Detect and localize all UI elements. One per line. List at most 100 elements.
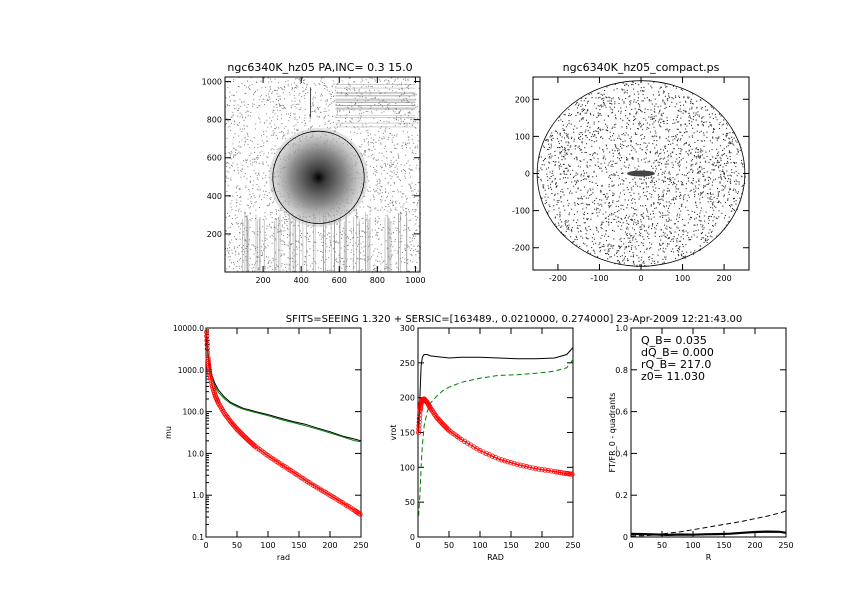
right-image-speckle xyxy=(605,221,607,223)
right-image-speckle xyxy=(688,239,690,241)
left-image-speckle xyxy=(294,117,296,119)
right-image-speckle xyxy=(695,230,697,232)
right-image-speckle xyxy=(644,230,646,232)
left-image-speckle xyxy=(312,104,314,106)
left-image-speckle xyxy=(357,245,358,247)
right-image-speckle xyxy=(554,130,556,132)
left-image-speckle xyxy=(269,117,271,119)
left-image-speckle xyxy=(304,117,306,119)
right-image-speckle xyxy=(624,231,626,233)
left-image-speckle xyxy=(233,100,235,102)
left-image-speckle xyxy=(298,94,300,96)
left-image-speckle xyxy=(328,232,330,234)
right-image-speckle xyxy=(663,157,665,159)
left-image-speckle xyxy=(346,86,348,88)
right-image-speckle xyxy=(546,176,548,178)
left-image-speckle xyxy=(271,81,273,83)
right-image-speckle xyxy=(699,198,701,200)
left-image-speckle xyxy=(383,260,384,262)
right-image-speckle xyxy=(679,131,681,133)
right-image-speckle xyxy=(728,142,730,144)
right-image-speckle xyxy=(660,157,662,159)
right-image-speckle xyxy=(633,88,635,90)
right-image-speckle xyxy=(709,197,711,199)
left-image-speckle xyxy=(387,195,388,197)
left-image-speckle xyxy=(237,86,239,87)
right-image-speckle xyxy=(604,162,606,164)
right-image-speckle xyxy=(675,153,677,155)
right-image-speckle xyxy=(673,135,675,137)
right-image-speckle xyxy=(688,180,690,182)
left-image-speckle xyxy=(381,138,383,140)
left-image-speckle xyxy=(370,155,372,157)
left-image-speckle xyxy=(254,128,256,130)
right-image-speckle xyxy=(633,235,635,237)
left-image-speckle xyxy=(273,109,275,111)
right-image-speckle xyxy=(577,197,579,199)
left-image-speckle xyxy=(385,86,387,88)
left-image-speckle xyxy=(251,158,253,160)
right-image-speckle xyxy=(632,207,634,209)
right-image-speckle xyxy=(654,231,656,233)
left-image-speckle xyxy=(271,234,273,236)
right-image-speckle xyxy=(658,203,660,205)
right-image-speckle xyxy=(586,143,588,145)
right-image-speckle xyxy=(736,153,738,155)
left-image-speckle xyxy=(255,247,256,249)
right-image-speckle xyxy=(660,114,662,116)
left-image-speckle xyxy=(252,231,254,233)
right-image-speckle xyxy=(700,238,702,240)
right-image-speckle xyxy=(714,178,716,180)
left-image-speckle xyxy=(405,195,407,197)
right-image-speckle xyxy=(564,149,566,151)
right-image-speckle xyxy=(618,135,620,137)
left-image-speckle xyxy=(400,93,402,95)
right-image-speckle xyxy=(662,258,664,260)
left-image-speckle xyxy=(397,119,399,121)
left-image-speckle xyxy=(410,176,411,178)
right-image-speckle xyxy=(588,139,590,141)
right-image-speckle xyxy=(573,158,575,160)
left-image-speckle xyxy=(228,216,230,217)
left-image-speckle xyxy=(256,107,258,108)
left-image-speckle xyxy=(250,213,252,215)
right-image-speckle xyxy=(703,175,705,177)
right-image-speckle xyxy=(595,137,597,139)
left-image-speckle xyxy=(275,218,277,220)
right-image-speckle xyxy=(599,199,601,201)
right-image-speckle xyxy=(684,224,686,226)
left-image-speckle xyxy=(363,246,365,248)
right-image-speckle xyxy=(586,161,588,163)
left-image-speckle xyxy=(276,89,278,91)
left-image-speckle xyxy=(285,219,287,221)
right-image-speckle xyxy=(568,226,570,228)
right-image-speckle xyxy=(598,115,600,117)
right-image-speckle xyxy=(560,140,562,142)
right-image-speckle xyxy=(678,188,680,190)
left-image-speckle xyxy=(272,116,274,118)
left-image-speckle xyxy=(369,207,371,209)
right-image-speckle xyxy=(653,203,655,205)
right-image-speckle xyxy=(644,111,646,113)
left-image-speckle xyxy=(391,256,392,258)
right-image-speckle xyxy=(626,127,628,129)
left-image-speckle xyxy=(391,171,393,173)
right-image-speckle xyxy=(651,257,653,259)
left-image-speckle xyxy=(368,180,370,182)
right-image-speckle xyxy=(574,145,576,147)
left-image-speckle xyxy=(361,93,363,95)
right-image-speckle xyxy=(639,231,641,233)
left-image-speckle xyxy=(281,233,282,235)
right-image-speckle xyxy=(632,256,634,258)
right-image-speckle xyxy=(666,86,668,88)
left-image-speckle xyxy=(321,82,323,83)
right-image-speckle xyxy=(656,152,658,154)
left-image-speckle xyxy=(310,226,312,228)
left-image-speckle xyxy=(269,122,271,124)
left-image-speckle xyxy=(309,235,311,237)
left-image-speckle xyxy=(251,164,253,166)
right-image-speckle xyxy=(733,161,735,163)
left-image-speckle xyxy=(261,146,263,148)
left-image-speckle xyxy=(294,128,296,130)
right-image-speckle xyxy=(568,122,570,124)
